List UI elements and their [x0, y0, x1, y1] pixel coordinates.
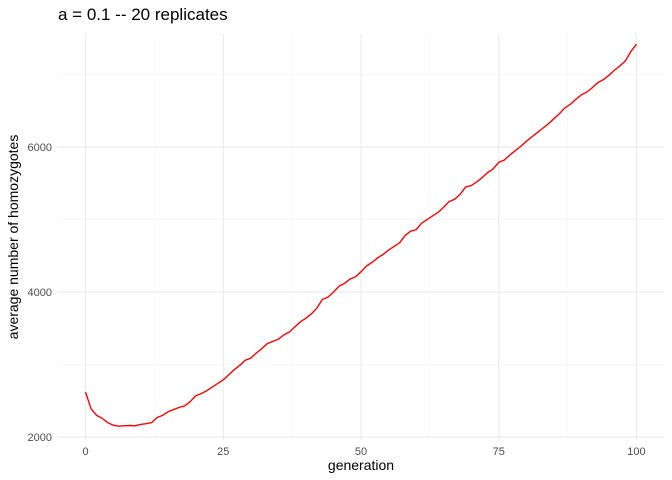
y-tick-label: 6000	[28, 142, 52, 154]
series-line	[84, 43, 638, 427]
x-tick-label: 0	[82, 446, 88, 458]
y-axis-title: average number of homozygotes	[5, 135, 21, 340]
x-axis-ticks: 0 25 50 75 100	[82, 446, 645, 458]
x-axis-title: generation	[328, 457, 394, 473]
x-tick-label: 75	[493, 446, 505, 458]
x-tick-label: 25	[217, 446, 229, 458]
y-axis-ticks: 2000 4000 6000	[28, 142, 52, 444]
x-tick-label: 100	[627, 446, 645, 458]
minor-x-gridlines	[154, 34, 568, 440]
major-x-gridlines	[84, 34, 638, 440]
y-tick-label: 4000	[28, 287, 52, 299]
y-tick-label: 2000	[28, 432, 52, 444]
x-tick-label: 50	[355, 446, 367, 458]
chart-title: a = 0.1 -- 20 replicates	[58, 5, 228, 24]
